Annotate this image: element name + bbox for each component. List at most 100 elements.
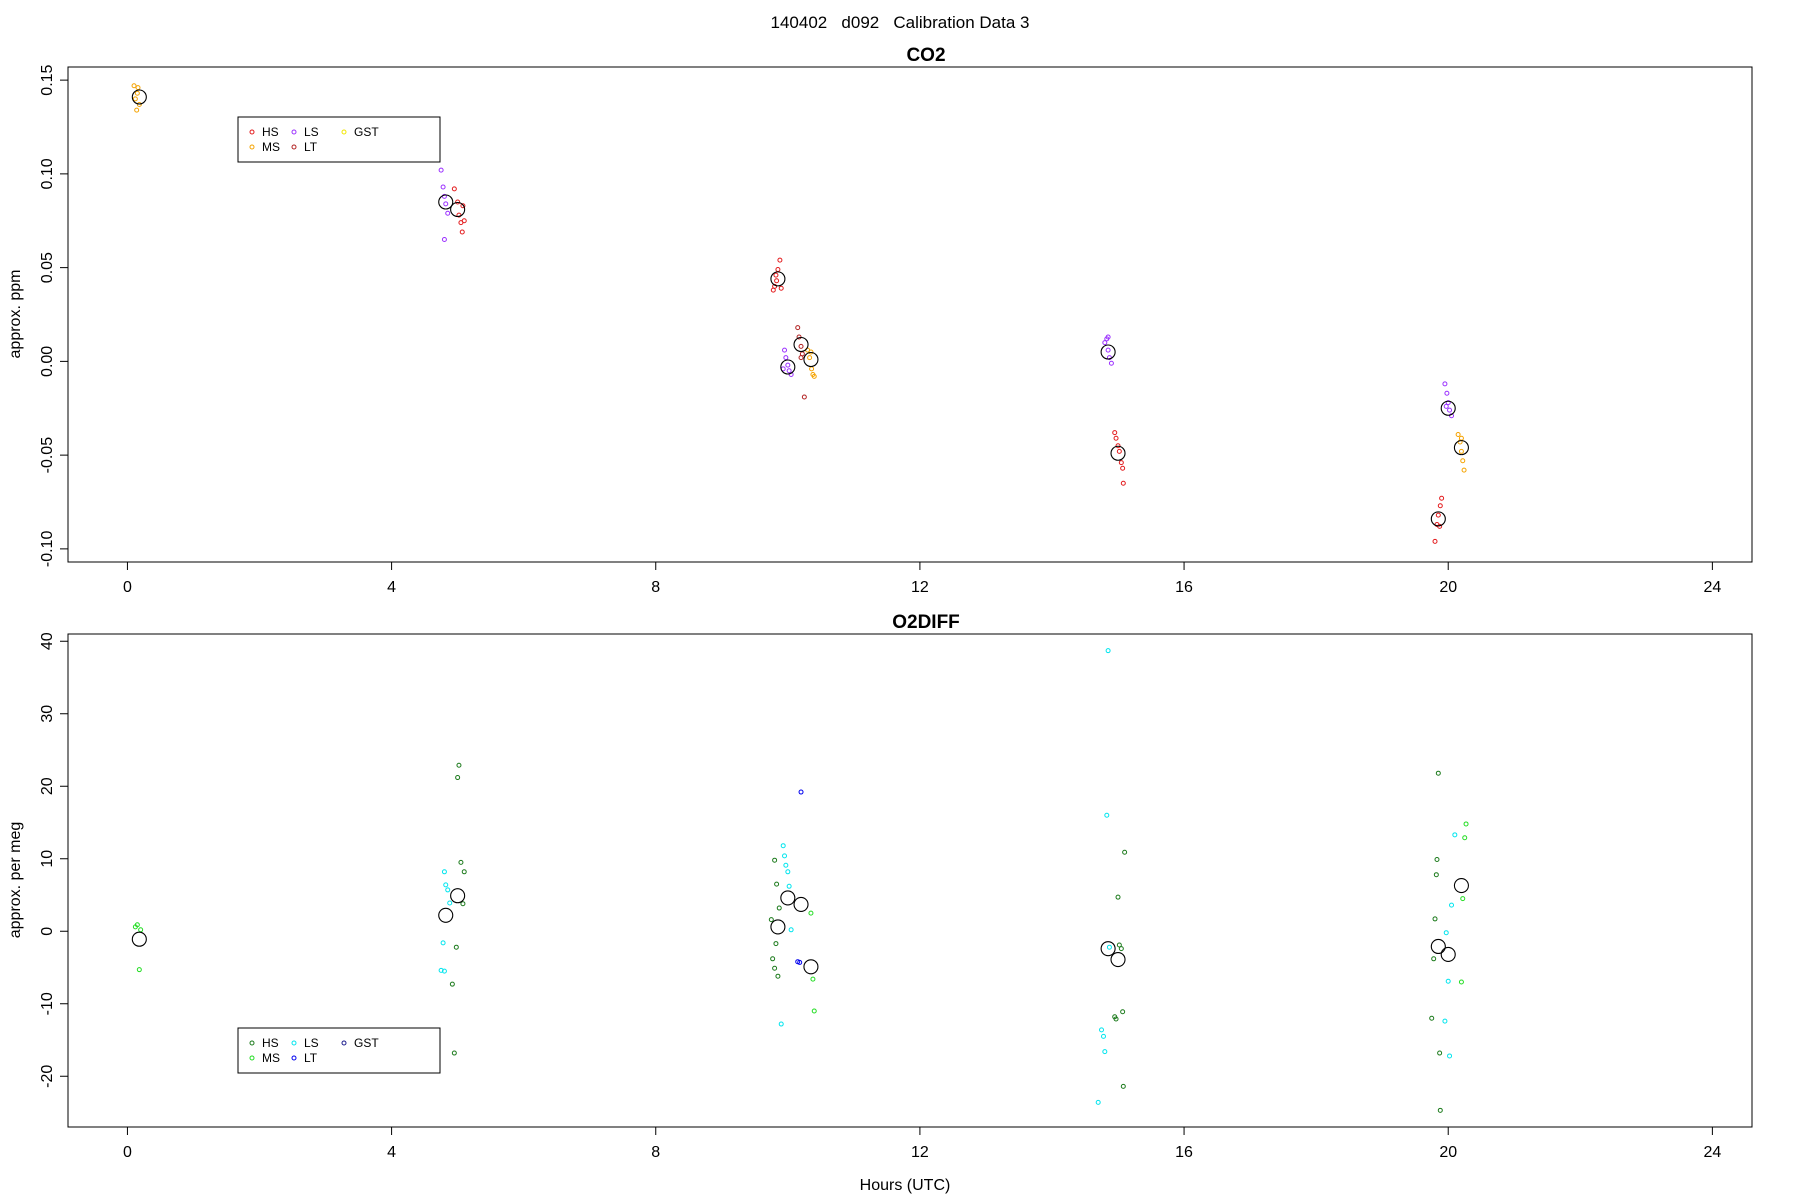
o2diff-y-axis-label: approx. per meg — [7, 822, 24, 939]
co2-point-ls — [1102, 340, 1108, 346]
o2diff-point-hs — [772, 857, 778, 863]
co2-point-ms — [1458, 435, 1464, 441]
o2diff-point-hs — [460, 901, 466, 907]
o2diff-point-hs — [1118, 946, 1124, 952]
o2diff-legend-box — [237, 1027, 441, 1074]
co2-point-hs — [461, 218, 467, 224]
o2diff-point-hs — [458, 859, 464, 865]
co2-point-hs — [1120, 465, 1126, 471]
co2-point-hs — [1435, 512, 1441, 518]
o2diff-y-tick-label: 0 — [39, 927, 56, 936]
o2diff-point-hs — [775, 973, 781, 979]
co2-x-axis: 0 4 8 12 16 20 24 — [123, 561, 1721, 596]
co2-legend-label: GST — [354, 125, 379, 139]
o2diff-x-tick-label: 4 — [387, 1144, 396, 1161]
co2-point-ls — [782, 347, 788, 353]
co2-point-hs — [777, 257, 783, 263]
o2diff-point-hs — [453, 944, 459, 950]
co2-point-ms — [809, 366, 815, 372]
co2-point-ms — [134, 107, 140, 113]
co2-y-tick-label: 0.10 — [39, 158, 56, 189]
co2-legend-label: MS — [262, 140, 280, 154]
co2-x-tick-label: 4 — [387, 579, 396, 596]
co2-point-ls — [785, 362, 791, 368]
co2-mean-point — [770, 271, 786, 287]
co2-x-tick-label: 24 — [1703, 579, 1721, 596]
co2-mean-point — [1110, 445, 1126, 461]
co2-legend-box — [237, 116, 441, 163]
co2-point-lt — [798, 343, 804, 349]
o2diff-mean-point — [770, 919, 786, 935]
o2diff-y-axis: -20 -10 0 10 20 30 40 — [39, 632, 68, 1088]
o2diff-point-ls — [1105, 648, 1111, 654]
co2-point-hs — [1112, 430, 1118, 436]
o2diff-mean-point — [1430, 938, 1446, 955]
o2diff-point-ls — [440, 940, 446, 946]
o2diff-legend-marker — [341, 1040, 347, 1046]
co2-mean-point — [803, 351, 819, 368]
co2-mean-point — [793, 336, 809, 353]
co2-x-tick-label: 12 — [911, 579, 929, 596]
co2-legend-marker — [249, 144, 255, 150]
o2diff-point-ls — [1099, 1027, 1105, 1033]
o2diff-point-hs — [451, 1050, 457, 1056]
o2diff-point-ms — [1458, 979, 1464, 985]
co2-legend-marker — [291, 144, 297, 150]
co2-x-tick-label: 0 — [123, 579, 132, 596]
o2diff-point-ls — [443, 882, 449, 888]
co2-mean-point — [450, 201, 466, 218]
o2diff-x-axis: 0 4 8 12 16 20 24 — [123, 1126, 1721, 1161]
co2-mean-point — [1440, 400, 1456, 416]
o2diff-y-tick-label: -20 — [39, 1065, 56, 1088]
co2-mean-point — [1100, 344, 1116, 360]
co2-point-ls — [438, 167, 444, 173]
o2diff-point-ls — [441, 869, 447, 875]
o2diff-point-hs — [774, 881, 780, 887]
co2-markers — [131, 83, 1469, 544]
co2-point-hs — [459, 229, 465, 235]
o2diff-point-ms — [808, 910, 814, 916]
co2-mean-point — [131, 89, 147, 105]
co2-x-tick-label: 20 — [1439, 579, 1457, 596]
co2-point-ms — [811, 373, 817, 379]
o2diff-mean-point — [780, 890, 796, 906]
co2-point-ls — [441, 237, 447, 242]
co2-point-ls — [1445, 400, 1451, 406]
o2diff-y-tick-label: 10 — [39, 850, 56, 868]
o2diff-point-hs — [773, 941, 779, 947]
o2diff-point-ls — [778, 1021, 784, 1027]
o2diff-legend-marker — [249, 1055, 255, 1061]
co2-y-tick-label: 0.00 — [39, 346, 56, 377]
o2diff-point-ls — [786, 883, 792, 889]
o2diff-point-hs — [770, 956, 776, 962]
co2-x-tick-label: 16 — [1175, 579, 1193, 596]
o2diff-point-ls — [1449, 902, 1455, 908]
o2diff-point-ls — [445, 887, 451, 893]
o2diff-legend-marker — [249, 1040, 255, 1046]
o2diff-point-hs — [1437, 1050, 1443, 1056]
co2-point-lt — [801, 394, 807, 400]
o2diff-mean-point — [131, 931, 147, 947]
co2-point-ms — [808, 349, 814, 355]
o2diff-point-ls — [1095, 1099, 1101, 1105]
co2-legend-label: LS — [304, 125, 319, 139]
o2diff-legend-label: MS — [262, 1051, 280, 1065]
o2diff-point-hs — [1116, 942, 1122, 948]
o2diff-point-hs — [1120, 1009, 1126, 1015]
o2diff-mean-point — [1453, 878, 1469, 894]
co2-x-tick-label: 8 — [651, 579, 660, 596]
co2-legend-marker — [291, 129, 297, 135]
o2diff-point-ls — [780, 843, 786, 849]
co2-mean-point — [1453, 440, 1469, 456]
o2diff-point-ls — [1104, 812, 1110, 818]
o2diff-mean-point — [793, 896, 809, 912]
co2-point-ls — [445, 210, 451, 216]
figure-title: 140402 d092 Calibration Data 3 — [771, 13, 1030, 32]
o2diff-point-hs — [461, 869, 467, 875]
o2diff-point-hs — [1115, 894, 1121, 900]
co2-y-axis-label: approx. ppm — [7, 270, 24, 359]
co2-point-hs — [1120, 480, 1126, 486]
co2-mean-point — [780, 359, 796, 375]
